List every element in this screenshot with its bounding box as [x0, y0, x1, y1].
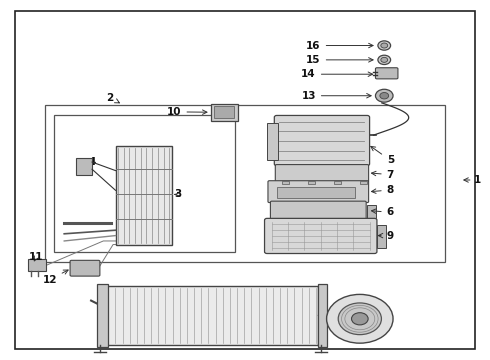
Text: 16: 16 — [306, 41, 373, 50]
Text: 14: 14 — [301, 69, 372, 79]
Circle shape — [378, 41, 391, 50]
Text: 8: 8 — [371, 185, 394, 195]
Circle shape — [381, 57, 388, 62]
Text: 1: 1 — [474, 175, 481, 185]
Text: 7: 7 — [371, 170, 394, 180]
Bar — [277, 187, 355, 198]
Text: 12: 12 — [42, 270, 68, 285]
Circle shape — [338, 303, 381, 335]
Circle shape — [351, 313, 368, 325]
Text: 2: 2 — [106, 93, 120, 103]
Bar — [45, 105, 445, 262]
FancyBboxPatch shape — [268, 181, 368, 203]
Bar — [97, 284, 108, 347]
Circle shape — [375, 89, 393, 102]
Text: 4: 4 — [85, 157, 96, 167]
FancyBboxPatch shape — [70, 260, 100, 276]
Bar — [334, 181, 341, 184]
Text: 11: 11 — [29, 252, 44, 262]
Bar — [214, 106, 234, 118]
Text: 5: 5 — [371, 147, 394, 165]
Bar — [54, 116, 235, 252]
Bar — [76, 158, 92, 175]
Circle shape — [381, 43, 388, 48]
Text: 6: 6 — [371, 207, 394, 217]
Bar — [211, 104, 238, 121]
FancyBboxPatch shape — [275, 165, 368, 182]
Bar — [377, 225, 386, 248]
Text: 10: 10 — [167, 107, 207, 117]
Bar — [106, 286, 318, 345]
Text: 9: 9 — [378, 231, 394, 240]
Bar — [267, 123, 278, 160]
Bar — [367, 205, 376, 218]
Bar — [308, 181, 315, 184]
FancyBboxPatch shape — [270, 201, 366, 221]
Text: 3: 3 — [174, 189, 181, 199]
Bar — [27, 259, 46, 271]
Bar — [360, 181, 367, 184]
FancyBboxPatch shape — [274, 116, 369, 166]
Bar — [116, 146, 172, 244]
FancyBboxPatch shape — [265, 219, 377, 253]
Bar — [282, 181, 289, 184]
Text: 15: 15 — [306, 55, 373, 65]
Text: 13: 13 — [301, 91, 371, 101]
Circle shape — [378, 55, 391, 64]
Circle shape — [327, 294, 393, 343]
Bar — [318, 284, 327, 347]
FancyBboxPatch shape — [375, 68, 398, 79]
Circle shape — [380, 93, 389, 99]
